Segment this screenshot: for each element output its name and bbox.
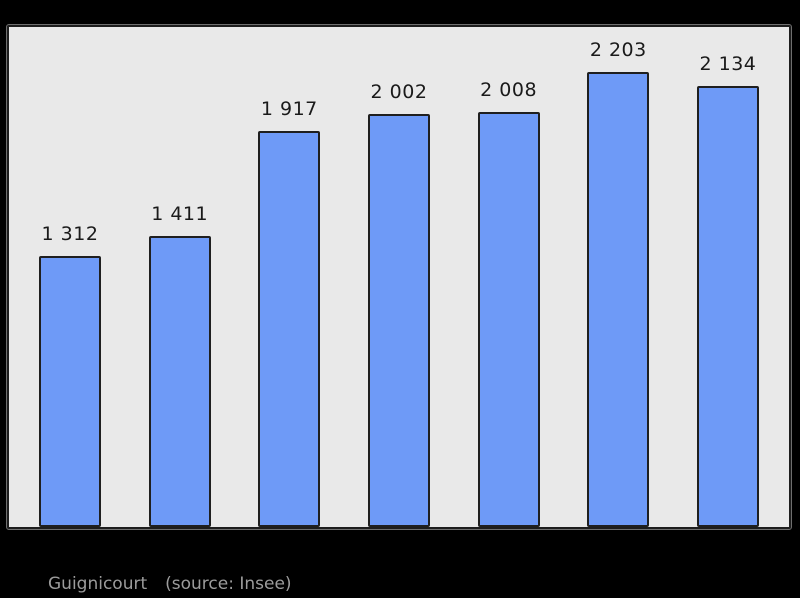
caption: Guignicourt (source: Insee) (48, 574, 292, 594)
bar-value-label: 2 203 (589, 39, 647, 61)
bar-value-label: 1 917 (260, 98, 318, 120)
caption-place: Guignicourt (48, 574, 148, 594)
bar-value-label: 2 134 (699, 53, 757, 75)
bar: 2 008 (477, 79, 540, 527)
bar: 1 312 (39, 223, 101, 527)
bar: 1 917 (258, 98, 321, 527)
bar: 2 203 (587, 39, 650, 527)
caption-source: (source: Insee) (165, 574, 292, 594)
bar-value-label: 1 411 (151, 203, 209, 225)
bar-value-label: 2 002 (370, 81, 428, 103)
plot-area: 1 312 1 411 1 917 2 002 2 008 2 203 2 13… (9, 27, 789, 527)
bar: 2 134 (696, 53, 759, 527)
chart-frame: 1 312 1 411 1 917 2 002 2 008 2 203 2 13… (6, 24, 792, 530)
bar: 1 411 (148, 203, 211, 527)
bar-value-label: 2 008 (480, 79, 538, 101)
bar: 2 002 (367, 81, 430, 527)
bar-value-label: 1 312 (41, 223, 99, 245)
